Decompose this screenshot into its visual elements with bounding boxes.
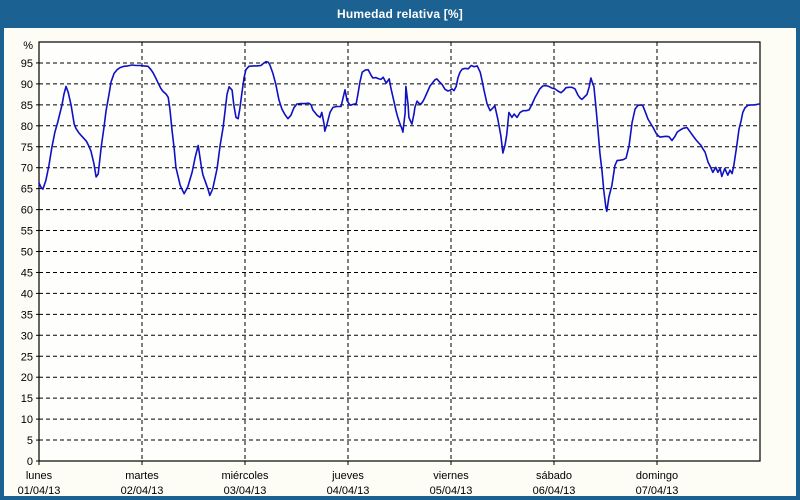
- y-tick-label: 80: [21, 121, 33, 133]
- x-day-name-label: martes: [125, 470, 159, 482]
- chart-title-bar: Humedad relativa [%]: [0, 0, 800, 28]
- y-tick-label: 70: [21, 163, 33, 175]
- x-date-label: 01/04/13: [18, 485, 61, 496]
- x-day-name-label: lunes: [26, 470, 53, 482]
- x-date-label: 07/04/13: [636, 485, 679, 496]
- x-date-label: 02/04/13: [121, 485, 164, 496]
- y-tick-label: 45: [21, 267, 33, 279]
- y-tick-label: 30: [21, 330, 33, 342]
- x-date-label: 05/04/13: [430, 485, 473, 496]
- y-tick-label: 40: [21, 288, 33, 300]
- y-tick-label: 65: [21, 184, 33, 196]
- x-date-label: 03/04/13: [224, 485, 267, 496]
- y-tick-label: 20: [21, 372, 33, 384]
- humidity-line-chart: 0 5 10 15 20 25 30 35 40 45 50 55 60 65 70 75 80 85 90 95% l…: [18, 40, 761, 496]
- y-tick-label: 55: [21, 226, 33, 238]
- y-tick-label: 25: [21, 351, 33, 363]
- y-tick-label: 90: [21, 79, 33, 91]
- y-tick-label: 15: [21, 393, 33, 405]
- y-tick-label: 35: [21, 309, 33, 321]
- x-day-name-label: sábado: [536, 470, 572, 482]
- x-day-name-label: miércoles: [221, 470, 269, 482]
- y-tick-label: 85: [21, 100, 33, 112]
- y-tick-label: 10: [21, 414, 33, 426]
- plot-frame: [38, 41, 761, 462]
- y-tick-label: 0: [27, 456, 33, 468]
- y-axis-unit-label: %: [23, 40, 33, 52]
- x-date-label: 04/04/13: [327, 485, 370, 496]
- x-date-label: 06/04/13: [533, 485, 576, 496]
- x-day-name-label: jueves: [331, 470, 364, 482]
- y-tick-label: 75: [21, 142, 33, 154]
- x-day-name-label: viernes: [433, 470, 469, 482]
- y-tick-label: 60: [21, 205, 33, 217]
- y-tick-label: 95: [21, 58, 33, 70]
- chart-content-area: 0 5 10 15 20 25 30 35 40 45 50 55 60 65 70 75 80 85 90 95% l…: [4, 28, 796, 496]
- humidity-series-line: [38, 60, 760, 213]
- y-tick-label: 5: [27, 435, 33, 447]
- y-tick-label: 50: [21, 247, 33, 259]
- chart-title: Humedad relativa [%]: [336, 7, 464, 21]
- x-day-name-label: domingo: [636, 470, 678, 482]
